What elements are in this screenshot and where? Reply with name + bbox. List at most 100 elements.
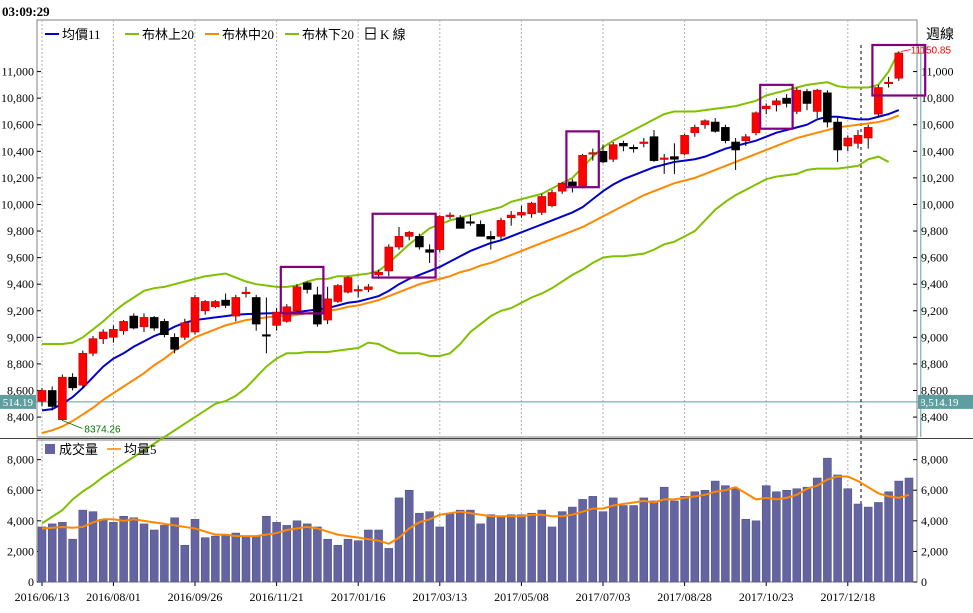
volume-bar bbox=[649, 500, 659, 583]
volume-bar bbox=[721, 485, 730, 583]
volume-y-label-left: 8,000 bbox=[7, 453, 34, 467]
candle-body bbox=[313, 294, 322, 325]
candle-body bbox=[323, 298, 332, 321]
candle-body bbox=[659, 157, 669, 160]
reference-label-left: 514.19 bbox=[3, 397, 34, 409]
pattern-highlight-box bbox=[759, 83, 794, 130]
volume-bar bbox=[88, 511, 98, 583]
volume-bar bbox=[180, 545, 190, 583]
volume-bar bbox=[466, 509, 475, 583]
volume-bar bbox=[833, 474, 842, 583]
candle-body bbox=[445, 214, 455, 217]
legend-label: 布林下20 bbox=[302, 27, 354, 42]
candle-body bbox=[272, 311, 281, 326]
volume-bar bbox=[670, 500, 679, 583]
candle-body bbox=[853, 135, 863, 144]
volume-bar bbox=[68, 538, 77, 583]
volume-bar bbox=[302, 523, 312, 583]
x-tick-label: 2017/01/16 bbox=[331, 590, 386, 604]
candle-body bbox=[221, 299, 230, 306]
volume-bar bbox=[863, 506, 873, 583]
candle-body bbox=[292, 286, 302, 312]
volume-bar bbox=[639, 497, 649, 583]
volume-bar bbox=[486, 514, 496, 583]
candle-body bbox=[37, 390, 47, 402]
candle-body bbox=[180, 322, 190, 338]
volume-bar bbox=[221, 534, 230, 583]
volume-bar bbox=[323, 538, 332, 583]
volume-bar bbox=[129, 517, 139, 583]
volume-bar bbox=[761, 485, 771, 583]
price-y-label-left: 10,400 bbox=[1, 144, 34, 158]
candle-body bbox=[68, 376, 77, 389]
candle-body bbox=[190, 297, 200, 333]
candle-body bbox=[435, 216, 445, 250]
volume-y-label-left: 4,000 bbox=[7, 514, 34, 528]
volume-bar bbox=[262, 515, 271, 583]
volume-bar bbox=[78, 509, 88, 583]
candle-body bbox=[496, 220, 506, 237]
volume-bar bbox=[812, 477, 822, 583]
x-tick-label: 2017/10/23 bbox=[739, 590, 794, 604]
candle-body bbox=[588, 152, 598, 155]
volume-bar bbox=[802, 486, 812, 583]
x-tick-label: 2017/07/03 bbox=[576, 590, 631, 604]
volume-bar bbox=[731, 488, 740, 583]
candle-body bbox=[670, 156, 679, 160]
volume-bar bbox=[598, 511, 608, 583]
candle-body bbox=[527, 202, 536, 215]
volume-bar bbox=[557, 511, 567, 583]
volume-y-label-right: 2,000 bbox=[921, 544, 948, 558]
x-tick-label: 2017/05/08 bbox=[494, 590, 549, 604]
volume-bar bbox=[782, 489, 791, 583]
volume-y-label-left: 6,000 bbox=[7, 483, 34, 497]
volume-bar bbox=[884, 491, 893, 583]
candle-body bbox=[802, 91, 812, 104]
price-y-label-right: 10,600 bbox=[921, 118, 954, 132]
volume-bar bbox=[170, 517, 179, 583]
volume-bar bbox=[843, 488, 853, 583]
volume-bar bbox=[139, 523, 149, 583]
price-y-label-left: 8,800 bbox=[7, 357, 34, 371]
price-y-label-right: 9,600 bbox=[921, 251, 948, 265]
candle-body bbox=[241, 291, 251, 294]
candle-body bbox=[884, 81, 893, 85]
volume-bar bbox=[496, 515, 506, 583]
clock-time: 03:09:29 bbox=[2, 4, 50, 19]
x-tick-label: 2016/09/26 bbox=[168, 590, 223, 604]
volume-y-label-right: 4,000 bbox=[921, 514, 948, 528]
price-y-label-right: 8,600 bbox=[921, 383, 948, 397]
reference-label-right: 8,514.19 bbox=[920, 397, 959, 409]
bollinger-lower-line bbox=[41, 155, 890, 525]
x-tick-label: 2016/06/13 bbox=[15, 590, 70, 604]
candle-body bbox=[476, 224, 485, 237]
pattern-highlight-box bbox=[371, 212, 437, 279]
pattern-highlight-box bbox=[565, 130, 600, 189]
volume-bar bbox=[374, 529, 383, 583]
candle-body bbox=[353, 289, 363, 292]
candle-body bbox=[649, 136, 659, 161]
volume-bar bbox=[211, 535, 220, 583]
candle-body bbox=[700, 120, 710, 126]
price-y-label-right: 10,000 bbox=[921, 197, 954, 211]
candle-body bbox=[58, 376, 67, 421]
candle-body bbox=[823, 92, 832, 123]
volume-bar bbox=[282, 525, 292, 583]
price-y-label-left: 10,200 bbox=[1, 171, 34, 185]
candle-body bbox=[251, 297, 261, 325]
volume-bar bbox=[823, 457, 832, 583]
high-annotation-leader bbox=[900, 49, 911, 52]
volume-bar bbox=[425, 511, 434, 583]
candle-body bbox=[578, 154, 587, 187]
candle-body bbox=[782, 97, 791, 104]
candle-body bbox=[98, 331, 108, 339]
candle-body bbox=[374, 271, 383, 276]
candle-body bbox=[160, 321, 169, 335]
legend-label: 均價11 bbox=[62, 27, 101, 42]
candle-body bbox=[721, 127, 730, 141]
volume-bar bbox=[772, 491, 781, 583]
price-y-label-left: 9,000 bbox=[7, 330, 34, 344]
candle-body bbox=[343, 277, 353, 293]
volume-bar bbox=[894, 480, 904, 583]
volume-bar bbox=[200, 537, 210, 583]
